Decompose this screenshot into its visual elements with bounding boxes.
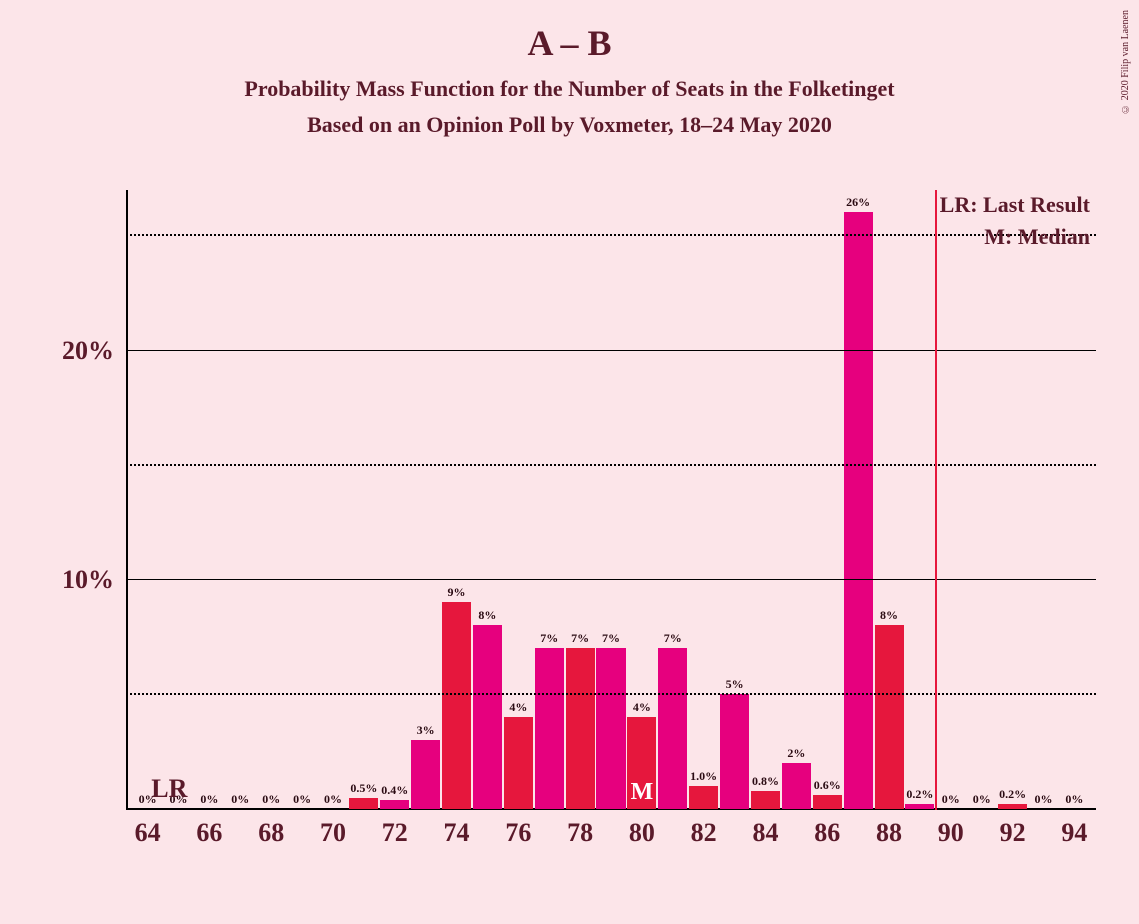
- bar-label-80: 4%: [633, 700, 651, 715]
- bar-label-82: 1.0%: [690, 769, 717, 784]
- bar-label-93: 0%: [1034, 792, 1052, 807]
- bar-86: 0.6%: [813, 795, 842, 809]
- x-axis-tick-64: 64: [135, 818, 161, 848]
- bar-label-89: 0.2%: [906, 787, 933, 802]
- x-axis-labels: 64 66 68 70 72 74 76 78 80 82 84 86 88 90 92 94: [126, 818, 1096, 858]
- title-block: A – B Probability Mass Function for the …: [0, 0, 1139, 138]
- bar-label-91: 0%: [973, 792, 991, 807]
- last-result-line: [935, 190, 937, 810]
- bar-label-72: 0.4%: [381, 783, 408, 798]
- lr-marker: LR: [151, 774, 187, 804]
- dotted-gridline: [126, 234, 1096, 236]
- bar-89: 0.2%: [905, 804, 934, 809]
- bar-label-88: 8%: [880, 608, 898, 623]
- x-axis-tick-78: 78: [567, 818, 593, 848]
- bar-label-78: 7%: [571, 631, 589, 646]
- y-axis-label: 20%: [62, 336, 114, 366]
- bar-85: 2%: [782, 763, 811, 809]
- bar-75: 8%: [473, 625, 502, 809]
- bar-label-67: 0%: [231, 792, 249, 807]
- chart-container: 0%0%0%0%0%0%0%0.5%0.4%3%9%8%4%7%7%7%4%7%…: [54, 190, 1114, 870]
- legend-median: M: Median: [984, 224, 1090, 250]
- bar-label-75: 8%: [478, 608, 496, 623]
- x-axis-tick-88: 88: [876, 818, 902, 848]
- bar-74: 9%: [442, 602, 471, 809]
- bar-label-87: 26%: [846, 195, 870, 210]
- bar-label-79: 7%: [602, 631, 620, 646]
- bar-76: 4%: [504, 717, 533, 809]
- legend-lr: LR: Last Result: [940, 192, 1090, 218]
- bar-label-77: 7%: [540, 631, 558, 646]
- chart-subtitle-1: Probability Mass Function for the Number…: [0, 76, 1139, 102]
- y-axis-label: 10%: [62, 565, 114, 595]
- chart-title: A – B: [0, 22, 1139, 64]
- dotted-gridline: [126, 464, 1096, 466]
- bar-72: 0.4%: [380, 800, 409, 809]
- bar-92: 0.2%: [998, 804, 1027, 809]
- x-axis-tick-72: 72: [382, 818, 408, 848]
- bar-label-73: 3%: [417, 723, 435, 738]
- bar-label-71: 0.5%: [350, 781, 377, 796]
- x-axis-tick-68: 68: [258, 818, 284, 848]
- x-axis-tick-80: 80: [629, 818, 655, 848]
- solid-gridline: [126, 350, 1096, 351]
- x-axis-tick-82: 82: [691, 818, 717, 848]
- bar-label-85: 2%: [787, 746, 805, 761]
- bar-81: 7%: [658, 648, 687, 809]
- x-axis-tick-66: 66: [196, 818, 222, 848]
- bar-label-66: 0%: [200, 792, 218, 807]
- bar-83: 5%: [720, 694, 749, 809]
- bar-71: 0.5%: [349, 798, 378, 809]
- x-axis-tick-74: 74: [444, 818, 470, 848]
- x-axis-tick-76: 76: [505, 818, 531, 848]
- bar-label-84: 0.8%: [752, 774, 779, 789]
- bar-label-94: 0%: [1065, 792, 1083, 807]
- bar-87: 26%: [844, 212, 873, 809]
- bar-label-86: 0.6%: [814, 778, 841, 793]
- bar-label-81: 7%: [664, 631, 682, 646]
- bar-label-76: 4%: [509, 700, 527, 715]
- bar-78: 7%: [566, 648, 595, 809]
- solid-gridline: [126, 579, 1096, 580]
- bar-label-92: 0.2%: [999, 787, 1026, 802]
- bar-label-69: 0%: [293, 792, 311, 807]
- copyright-text: © 2020 Filip van Laenen: [1120, 10, 1131, 114]
- bar-84: 0.8%: [751, 791, 780, 809]
- x-axis-tick-86: 86: [814, 818, 840, 848]
- dotted-gridline: [126, 693, 1096, 695]
- bars-layer: 0%0%0%0%0%0%0%0.5%0.4%3%9%8%4%7%7%7%4%7%…: [126, 190, 1096, 810]
- bar-label-68: 0%: [262, 792, 280, 807]
- bar-73: 3%: [411, 740, 440, 809]
- x-axis-tick-84: 84: [752, 818, 778, 848]
- bar-77: 7%: [535, 648, 564, 809]
- chart-subtitle-2: Based on an Opinion Poll by Voxmeter, 18…: [0, 112, 1139, 138]
- bar-82: 1.0%: [689, 786, 718, 809]
- bar-label-74: 9%: [448, 585, 466, 600]
- x-axis-tick-94: 94: [1061, 818, 1087, 848]
- bar-label-70: 0%: [324, 792, 342, 807]
- x-axis-tick-92: 92: [1000, 818, 1026, 848]
- median-marker: M: [631, 779, 654, 806]
- x-axis-tick-90: 90: [938, 818, 964, 848]
- plot-area: 0%0%0%0%0%0%0%0.5%0.4%3%9%8%4%7%7%7%4%7%…: [126, 190, 1096, 810]
- bar-79: 7%: [596, 648, 625, 809]
- bar-88: 8%: [875, 625, 904, 809]
- bar-label-90: 0%: [942, 792, 960, 807]
- bar-label-83: 5%: [726, 677, 744, 692]
- x-axis-tick-70: 70: [320, 818, 346, 848]
